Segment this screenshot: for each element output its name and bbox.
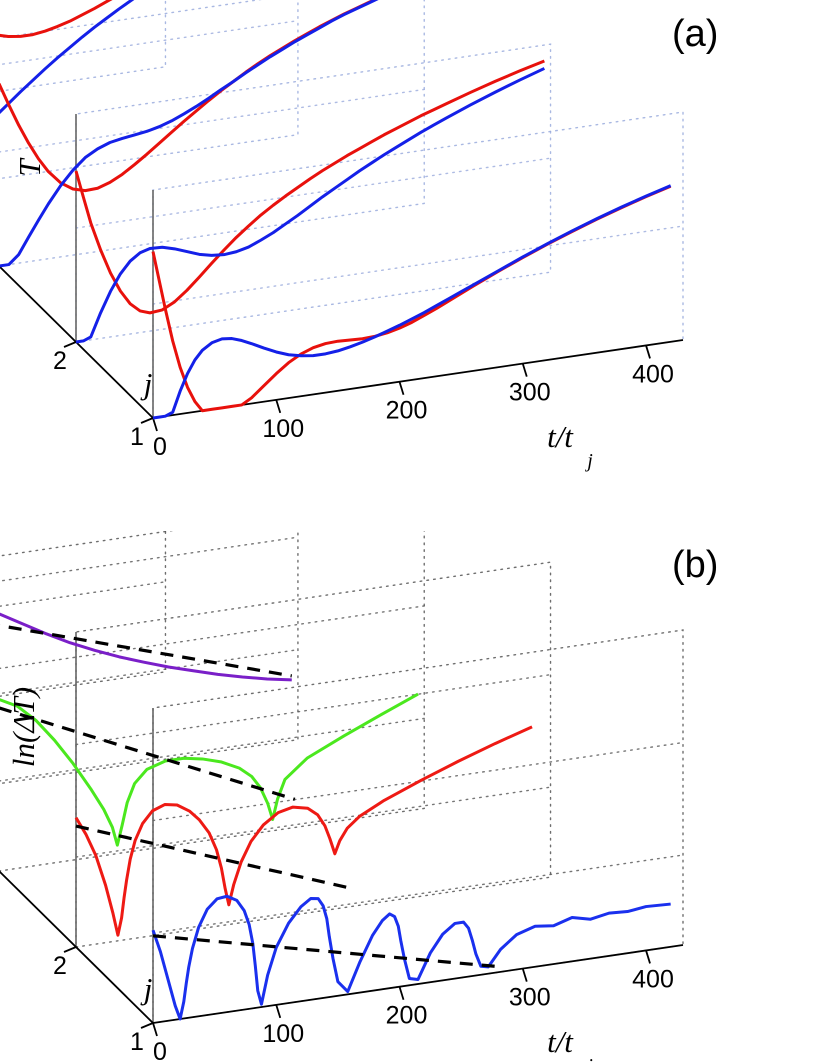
panel-b-curves [0, 612, 671, 1021]
j-tick-label: 1 [130, 423, 144, 451]
data-curve [0, 0, 113, 39]
j-tick-label: 2 [53, 347, 67, 375]
panel-b-labels: 0−2−4123450100200300400ln(ΔT)jt/tj [6, 687, 674, 1062]
t-tick-label: 200 [386, 397, 428, 425]
data-curve [0, 692, 419, 847]
data-curve [74, 59, 545, 315]
panel-a: 0.811.2123450100200300400Tjt/tj (a) [0, 0, 718, 472]
panel-a-curves [0, 0, 672, 420]
t-tick-label: 300 [509, 379, 551, 407]
fit-line [75, 824, 348, 889]
panel-a-labels: 0.811.2123450100200300400Tjt/tj [12, 157, 674, 472]
data-curve [0, 0, 378, 193]
panel-a-label: (a) [672, 13, 718, 55]
fit-line [152, 934, 499, 969]
j-tick-label: 2 [53, 952, 67, 980]
fit-line [0, 624, 293, 678]
panel-a-grid [0, 19, 684, 305]
panel-b-planes [0, 531, 684, 1024]
panel-b: 0−2−4123450100200300400ln(ΔT)jt/tj (b) [0, 531, 830, 1062]
data-curve [0, 0, 135, 114]
t-tick-label: 0 [153, 433, 167, 461]
t-tick-label: 100 [262, 1020, 304, 1048]
panel-a-svg: 0.811.2123450100200300400Tjt/tj (a) [0, 0, 718, 472]
panel-b-label: (b) [672, 544, 718, 586]
t-tick-label: 200 [386, 1002, 428, 1030]
data-curve [0, 612, 292, 682]
j-tick-label: 1 [130, 1028, 144, 1056]
t-axis-title: t/t [547, 1024, 574, 1059]
t-tick-label: 300 [509, 984, 551, 1012]
j-axis-title: j [140, 971, 153, 1006]
t-axis-title-subscript: j [584, 450, 593, 472]
t-tick-label: 0 [153, 1038, 167, 1062]
panel-b-axes [0, 632, 684, 1037]
z-axis-title: T [12, 157, 47, 177]
fit-line [0, 706, 296, 801]
t-tick-label: 100 [262, 415, 304, 443]
data-curve [74, 725, 533, 937]
data-curve [152, 184, 672, 420]
t-axis-title-subscript: j [584, 1055, 593, 1062]
z-axis-title: ln(ΔT) [6, 687, 41, 767]
panel-b-grid [0, 536, 684, 934]
t-axis-title: t/t [547, 419, 574, 454]
data-curve [75, 67, 546, 344]
j-axis-title: j [140, 366, 153, 401]
t-tick-label: 400 [632, 360, 674, 388]
t-tick-label: 400 [632, 965, 674, 993]
panel-b-svg: 0−2−4123450100200300400ln(ΔT)jt/tj (b) [0, 531, 718, 1062]
data-curve [0, 0, 379, 268]
